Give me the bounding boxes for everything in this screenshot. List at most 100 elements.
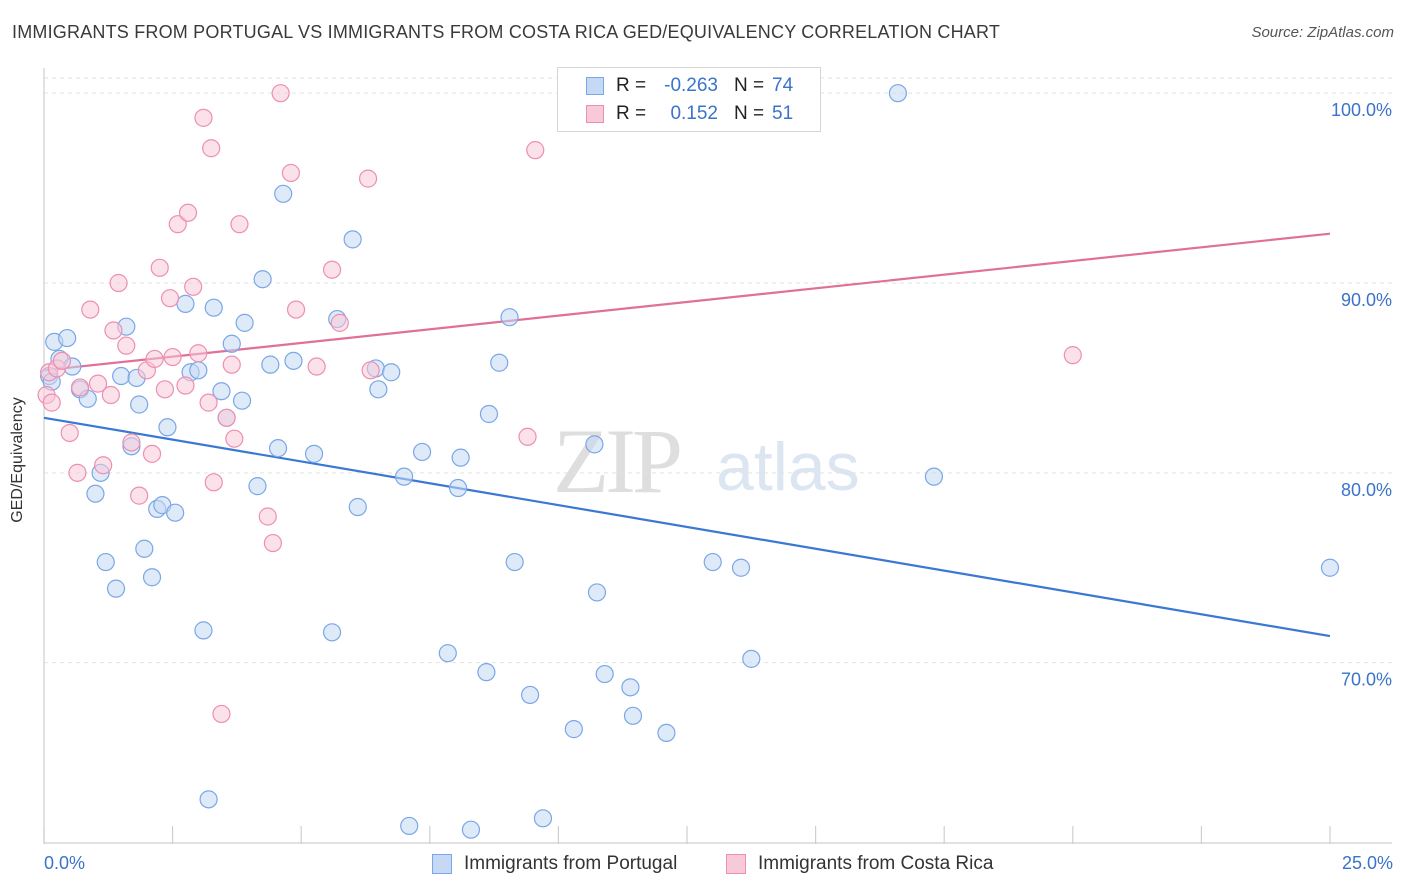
point-portugal [166, 503, 185, 522]
point-portugal [130, 395, 149, 414]
point-portugal [268, 439, 288, 458]
point-portugal [348, 497, 367, 517]
point-costa-rica [518, 427, 537, 446]
trend-lines [43, 232, 1331, 638]
point-costa-rica [68, 463, 87, 482]
point-portugal [86, 484, 105, 503]
point-costa-rica [217, 408, 236, 427]
legend-swatch-costa-rica [586, 105, 604, 123]
chart-title: IMMIGRANTS FROM PORTUGAL VS IMMIGRANTS F… [12, 22, 1001, 42]
point-portugal [369, 380, 388, 399]
point-portugal [438, 644, 457, 663]
point-costa-rica [104, 321, 123, 340]
legend-row-portugal: R = -0.263 N = 74 [558, 72, 820, 100]
point-costa-rica [117, 336, 136, 355]
legend-r-label: R = [616, 75, 647, 96]
point-costa-rica [130, 486, 149, 505]
point-costa-rica [81, 300, 100, 319]
point-costa-rica [60, 423, 79, 443]
point-portugal [135, 539, 154, 558]
legend-r-value: -0.263 [664, 75, 718, 96]
y-tick-label: 70.0% [1341, 670, 1392, 690]
tick-labels: 70.0% 80.0% 90.0% 100.0% 0.0% 25.0% [44, 100, 1393, 873]
legend-n-label: N = [734, 75, 765, 96]
trend-line-costa-rica [43, 232, 1331, 372]
y-tick-label: 80.0% [1341, 480, 1392, 500]
point-costa-rica [176, 376, 195, 395]
y-tick-label: 100.0% [1331, 100, 1392, 120]
point-portugal [212, 382, 231, 401]
point-costa-rica [1063, 346, 1082, 365]
point-portugal [585, 435, 604, 454]
legend-row-costa-rica: R = 0.152 N = 51 [558, 100, 820, 128]
legend-swatch-portugal [432, 854, 452, 874]
point-portugal [564, 720, 583, 739]
point-portugal [703, 552, 722, 572]
stats-legend: R = -0.263 N = 74 R = 0.152 N = 51 [557, 67, 821, 132]
point-costa-rica [178, 203, 198, 222]
point-costa-rica [145, 349, 164, 369]
point-costa-rica [122, 433, 141, 452]
point-costa-rica [88, 374, 108, 393]
point-costa-rica [258, 507, 277, 526]
point-costa-rica [204, 473, 223, 492]
legend-label-costa-rica: Immigrants from Costa Rica [758, 853, 994, 874]
point-portugal [142, 568, 162, 587]
point-costa-rica [330, 313, 349, 332]
point-portugal [451, 448, 470, 467]
legend-n-value: 74 [772, 75, 794, 96]
point-costa-rica [263, 533, 283, 553]
point-portugal [742, 649, 761, 668]
point-portugal [284, 351, 303, 370]
point-portugal [587, 583, 607, 602]
point-costa-rica [230, 215, 249, 234]
legend-label-portugal: Immigrants from Portugal [464, 853, 678, 874]
trend-line-portugal [43, 416, 1331, 638]
point-costa-rica [322, 260, 342, 279]
point-portugal [304, 444, 324, 463]
legend-n-value: 51 [772, 103, 794, 124]
point-costa-rica [202, 139, 221, 158]
point-costa-rica [70, 378, 90, 397]
point-costa-rica [52, 351, 72, 370]
point-costa-rica [212, 704, 231, 724]
point-costa-rica [155, 380, 174, 399]
point-costa-rica [163, 347, 182, 367]
point-costa-rica [222, 355, 241, 374]
point-costa-rica [168, 215, 187, 234]
point-costa-rica [281, 163, 301, 183]
point-portugal [112, 366, 131, 386]
point-portugal [479, 404, 499, 424]
point-costa-rica [286, 300, 306, 319]
point-portugal [888, 84, 908, 103]
point-portugal [490, 353, 509, 372]
point-portugal [96, 552, 115, 572]
point-portugal [343, 230, 362, 249]
point-costa-rica [194, 108, 213, 127]
point-portugal [595, 664, 614, 684]
point-portugal [199, 790, 218, 809]
point-costa-rica [142, 444, 162, 463]
point-portugal [248, 477, 267, 496]
point-costa-rica [199, 393, 218, 412]
point-costa-rica [225, 429, 244, 448]
point-portugal [394, 467, 414, 486]
point-portugal [176, 294, 195, 313]
point-costa-rica [307, 357, 326, 376]
point-portugal [623, 706, 643, 725]
watermark-atlas: atlas [716, 429, 860, 505]
point-portugal [382, 363, 401, 382]
chart-source: Source: ZipAtlas.com [1251, 24, 1394, 41]
point-portugal [274, 184, 293, 203]
point-portugal [189, 361, 208, 380]
point-costa-rica [101, 385, 120, 405]
point-portugal [322, 623, 342, 642]
point-costa-rica [526, 141, 545, 160]
point-portugal [194, 621, 213, 640]
legend-r-value: 0.152 [670, 103, 718, 124]
point-portugal [533, 809, 553, 828]
legend-swatch-portugal [586, 77, 604, 95]
point-costa-rica [42, 393, 61, 412]
point-portugal [731, 558, 751, 577]
